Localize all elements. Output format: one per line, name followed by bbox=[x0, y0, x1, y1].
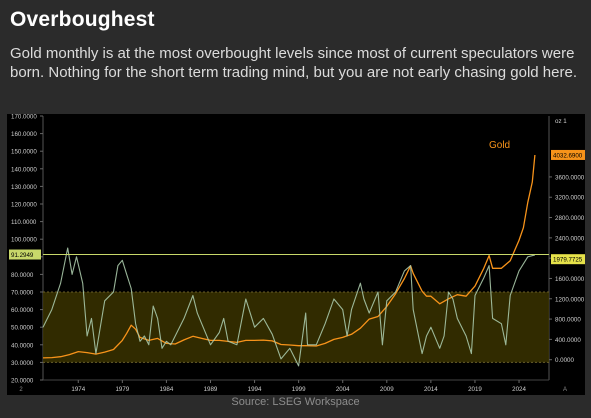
x-tick-label: 1979 bbox=[115, 386, 129, 393]
x-tick-label: 1989 bbox=[204, 386, 218, 393]
right-marker-tag bbox=[551, 254, 585, 265]
left-tick-label: 30.0000 bbox=[11, 360, 34, 367]
right-tick-label: 800.0000 bbox=[555, 317, 581, 324]
left-tick-label: 20.0000 bbox=[11, 378, 34, 385]
x-axis-right-label: A bbox=[563, 387, 567, 393]
page-title: Overboughest bbox=[10, 8, 155, 31]
right-tick-label: 400.0000 bbox=[555, 337, 581, 344]
left-tick-label: 50.0000 bbox=[11, 325, 34, 332]
left-tick-label: 150.0000 bbox=[11, 149, 37, 156]
left-tick-label: 160.0000 bbox=[11, 131, 37, 138]
gold-price-line bbox=[42, 154, 536, 359]
right-tick-label: 0.0000 bbox=[555, 357, 574, 364]
left-tick-label: 70.0000 bbox=[11, 290, 34, 297]
x-tick-label: 1994 bbox=[248, 386, 262, 393]
page-subtitle: Gold monthly is at the most overbought l… bbox=[10, 45, 577, 81]
left-tick-label: 60.0000 bbox=[11, 307, 34, 314]
x-tick-label: 2014 bbox=[424, 386, 438, 393]
right-tick-label: 3600.0000 bbox=[555, 174, 585, 181]
right-tick-label: 1200.0000 bbox=[555, 296, 585, 303]
right-marker-label: 1979.7725 bbox=[553, 257, 583, 264]
left-tick-label: 130.0000 bbox=[11, 184, 37, 191]
left-tick-label: 110.0000 bbox=[11, 219, 37, 226]
right-axis-top-label: oz 1 bbox=[555, 118, 567, 125]
last-price-label: 4032.6900 bbox=[553, 152, 583, 159]
hline-left-label: 91.2949 bbox=[11, 252, 34, 259]
x-tick-label: 2024 bbox=[512, 386, 526, 393]
rsi-band bbox=[43, 292, 549, 363]
left-tick-label: 120.0000 bbox=[11, 202, 37, 209]
hline-left-tag bbox=[9, 249, 41, 260]
x-tick-label: 2019 bbox=[468, 386, 482, 393]
right-tick-label: 2800.0000 bbox=[555, 215, 585, 222]
left-tick-label: 40.0000 bbox=[11, 342, 34, 349]
x-axis-left-label: 2 bbox=[19, 387, 23, 393]
last-price-tag bbox=[551, 149, 585, 160]
right-tick-label: 2400.0000 bbox=[555, 235, 585, 242]
x-tick-label: 1974 bbox=[71, 386, 85, 393]
right-tick-label: 1600.0000 bbox=[555, 276, 585, 283]
x-tick-label: 1999 bbox=[292, 386, 306, 393]
source-caption: Source: LSEG Workspace bbox=[231, 396, 360, 408]
rsi-line bbox=[42, 247, 536, 367]
chart-panel: 20.0000 30.0000 40.0000 50.0000 60.0000 70.00… bbox=[7, 114, 585, 395]
left-tick-label: 140.0000 bbox=[11, 166, 37, 173]
left-tick-label: 170.0000 bbox=[11, 114, 37, 121]
x-tick-label: 2004 bbox=[336, 386, 350, 393]
x-tick-label: 2009 bbox=[380, 386, 394, 393]
left-tick-label: 100.0000 bbox=[11, 237, 37, 244]
gold-rsi-chart: 20.000030.000040.000050.000060.000070.00… bbox=[9, 114, 585, 393]
right-tick-label: 3200.0000 bbox=[555, 195, 585, 202]
x-tick-label: 1984 bbox=[160, 386, 174, 393]
gold-series-label: Gold bbox=[489, 140, 510, 151]
left-tick-label: 80.0000 bbox=[11, 272, 34, 279]
